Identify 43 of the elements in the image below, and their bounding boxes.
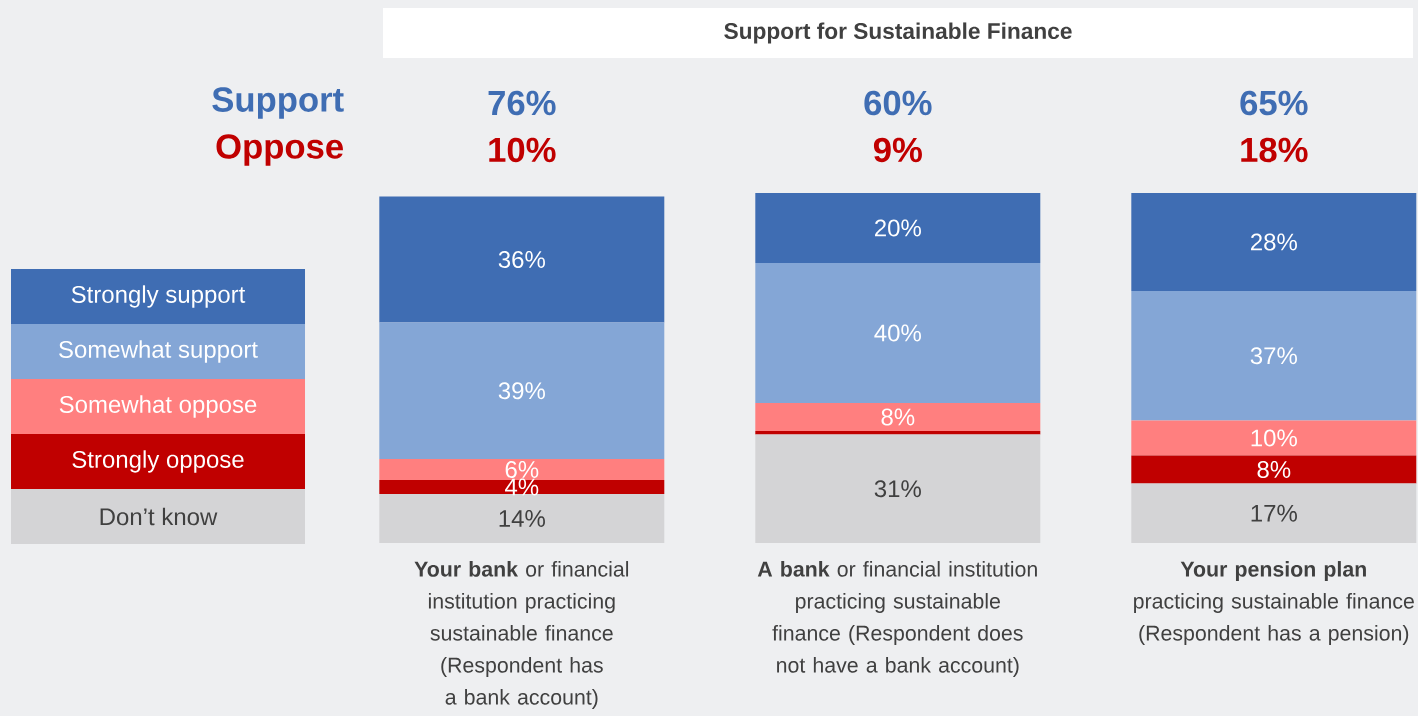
data-label: 17% xyxy=(1251,504,1297,522)
data-label: 28% xyxy=(1251,233,1297,251)
data-label: 10% xyxy=(1251,429,1297,447)
text: Support xyxy=(212,87,344,119)
data-label: 14% xyxy=(499,510,545,527)
data-label: 8% xyxy=(881,408,915,426)
bar xyxy=(379,479,665,494)
data-label: 6% xyxy=(505,460,539,478)
text: 18% xyxy=(1241,137,1308,163)
bar xyxy=(1131,420,1417,456)
chart-title: Support for Sustainable Finance xyxy=(724,22,1072,44)
data-label: 31% xyxy=(874,480,921,498)
bar xyxy=(1131,192,1417,291)
data-label: 37% xyxy=(1250,347,1297,365)
x-tick-label: A bank or financial institution practicing sustainable finance (Respondent does not have a bank account) xyxy=(757,561,1037,677)
data-label: 39% xyxy=(498,382,545,400)
bar xyxy=(379,196,665,323)
text: Somewhat support xyxy=(59,340,258,363)
text: Strongly oppose xyxy=(72,450,244,473)
text: Strongly support xyxy=(71,285,246,308)
data-label: 36% xyxy=(498,250,545,268)
bar xyxy=(1131,290,1417,421)
data-label: 20% xyxy=(875,219,921,237)
text: 10% xyxy=(489,137,556,163)
x-tick-label: Your pension plan practicing sustainable finance (Respondent has a pension) xyxy=(1134,561,1414,645)
bar xyxy=(379,322,665,459)
text: 9% xyxy=(873,137,922,163)
data-label: 4% xyxy=(505,478,539,496)
x-tick-label: Your bank or financial institution practicing sustainable finance (Respondent has a bank account) xyxy=(414,561,629,709)
bar xyxy=(1131,483,1417,543)
text: Don’t know xyxy=(100,507,218,526)
bar xyxy=(755,192,1041,263)
bar xyxy=(755,434,1041,543)
text: 65% xyxy=(1240,90,1308,116)
data-label: 8% xyxy=(1257,460,1291,478)
bar xyxy=(1131,455,1417,484)
bar xyxy=(755,262,1041,403)
text: 60% xyxy=(864,90,932,116)
text: Somewhat oppose xyxy=(59,395,257,418)
bar xyxy=(755,402,1041,431)
data-label: 40% xyxy=(874,324,921,342)
text: 76% xyxy=(488,90,556,116)
text: Oppose xyxy=(216,134,343,166)
